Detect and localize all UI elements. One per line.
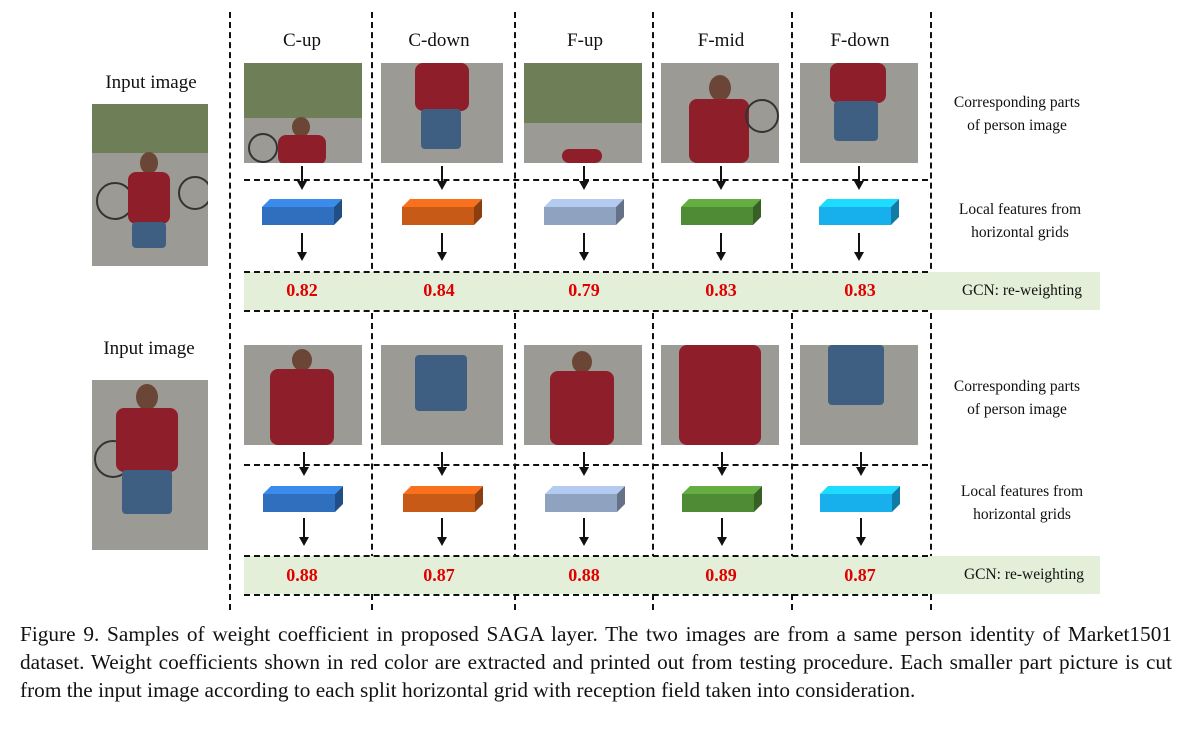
score-c-down: 0.87: [423, 565, 455, 585]
part-image-f-up: [524, 345, 642, 445]
features-label-line2: horizontal grids: [973, 506, 1071, 523]
parts-label-line2: of person image: [967, 401, 1067, 418]
arrow-down-icon: [578, 518, 590, 546]
column-separator: [229, 12, 231, 610]
part-image-c-up: [244, 63, 362, 163]
part-image-c-down: [381, 345, 503, 445]
column-title-f-down: F-down: [830, 30, 890, 51]
input-image-label: Input image: [103, 338, 195, 359]
arrow-down-icon: [578, 452, 590, 476]
arrow-down-icon: [436, 233, 448, 261]
parts-label-line1: Corresponding parts: [953, 378, 1081, 395]
column-title-c-up: C-up: [283, 30, 321, 51]
gcn-label: GCN: re-weighting: [963, 566, 1085, 583]
arrow-down-icon: [716, 518, 728, 546]
parts-label-line2: of person image: [967, 117, 1067, 134]
row-divider: [244, 594, 928, 596]
part-image-f-up: [524, 63, 642, 163]
score-f-down: 0.83: [844, 280, 876, 300]
arrow-down-icon: [436, 166, 448, 190]
arrow-down-icon: [436, 518, 448, 546]
column-title-f-mid: F-mid: [697, 30, 745, 51]
feature-cube-c-down: [403, 486, 483, 512]
part-image-c-down: [381, 63, 503, 163]
arrow-down-icon: [578, 166, 590, 190]
arrow-down-icon: [716, 452, 728, 476]
feature-cube-f-up: [544, 199, 624, 225]
features-label: Local features from horizontal grids: [937, 480, 1107, 526]
part-image-f-mid: [661, 345, 779, 445]
feature-cube-c-up: [263, 486, 343, 512]
row-divider: [244, 179, 928, 181]
parts-label-line1: Corresponding parts: [953, 94, 1081, 111]
part-image-c-up: [244, 345, 362, 445]
part-image-f-down: [800, 345, 918, 445]
input-image-label: Input image: [105, 72, 197, 93]
column-title-c-down: C-down: [408, 30, 470, 51]
feature-cube-c-down: [402, 199, 482, 225]
features-label-line1: Local features from: [958, 201, 1082, 218]
score-f-mid: 0.83: [705, 280, 737, 300]
feature-cube-f-down: [820, 486, 900, 512]
arrow-down-icon: [855, 452, 867, 476]
feature-cube-f-up: [545, 486, 625, 512]
column-title-f-up: F-up: [567, 30, 603, 51]
arrow-down-icon: [296, 233, 308, 261]
row-divider: [244, 310, 928, 312]
arrow-down-icon: [436, 452, 448, 476]
row-divider: [244, 555, 928, 557]
part-image-f-mid: [661, 63, 779, 163]
features-label-line1: Local features from: [960, 483, 1084, 500]
arrow-down-icon: [715, 233, 727, 261]
score-c-up: 0.88: [286, 565, 318, 585]
feature-cube-f-mid: [682, 486, 762, 512]
gcn-band: [244, 272, 1100, 310]
feature-cube-c-up: [262, 199, 342, 225]
score-c-up: 0.82: [286, 280, 318, 300]
arrow-down-icon: [853, 166, 865, 190]
part-image-f-down: [800, 63, 918, 163]
figure-caption: Figure 9. Samples of weight coefficient …: [20, 622, 1172, 702]
score-f-up: 0.79: [568, 280, 600, 300]
arrow-down-icon: [578, 233, 590, 261]
arrow-down-icon: [298, 452, 310, 476]
row-divider: [244, 464, 928, 466]
gcn-label: GCN: re-weighting: [961, 282, 1083, 299]
feature-cube-f-mid: [681, 199, 761, 225]
score-f-mid: 0.89: [705, 565, 737, 585]
arrow-down-icon: [855, 518, 867, 546]
features-label-line2: horizontal grids: [971, 224, 1069, 241]
features-label: Local features from horizontal grids: [935, 198, 1105, 244]
parts-label: Corresponding parts of person image: [932, 91, 1102, 137]
column-separator: [930, 12, 932, 610]
arrow-down-icon: [298, 518, 310, 546]
score-c-down: 0.84: [423, 280, 455, 300]
row-divider: [244, 271, 928, 273]
score-f-up: 0.88: [568, 565, 600, 585]
gcn-band: [244, 556, 1100, 594]
arrow-down-icon: [296, 166, 308, 190]
input-image: [92, 380, 208, 550]
parts-label: Corresponding parts of person image: [932, 375, 1102, 421]
feature-cube-f-down: [819, 199, 899, 225]
input-image: [92, 104, 208, 266]
score-f-down: 0.87: [844, 565, 876, 585]
arrow-down-icon: [715, 166, 727, 190]
arrow-down-icon: [853, 233, 865, 261]
